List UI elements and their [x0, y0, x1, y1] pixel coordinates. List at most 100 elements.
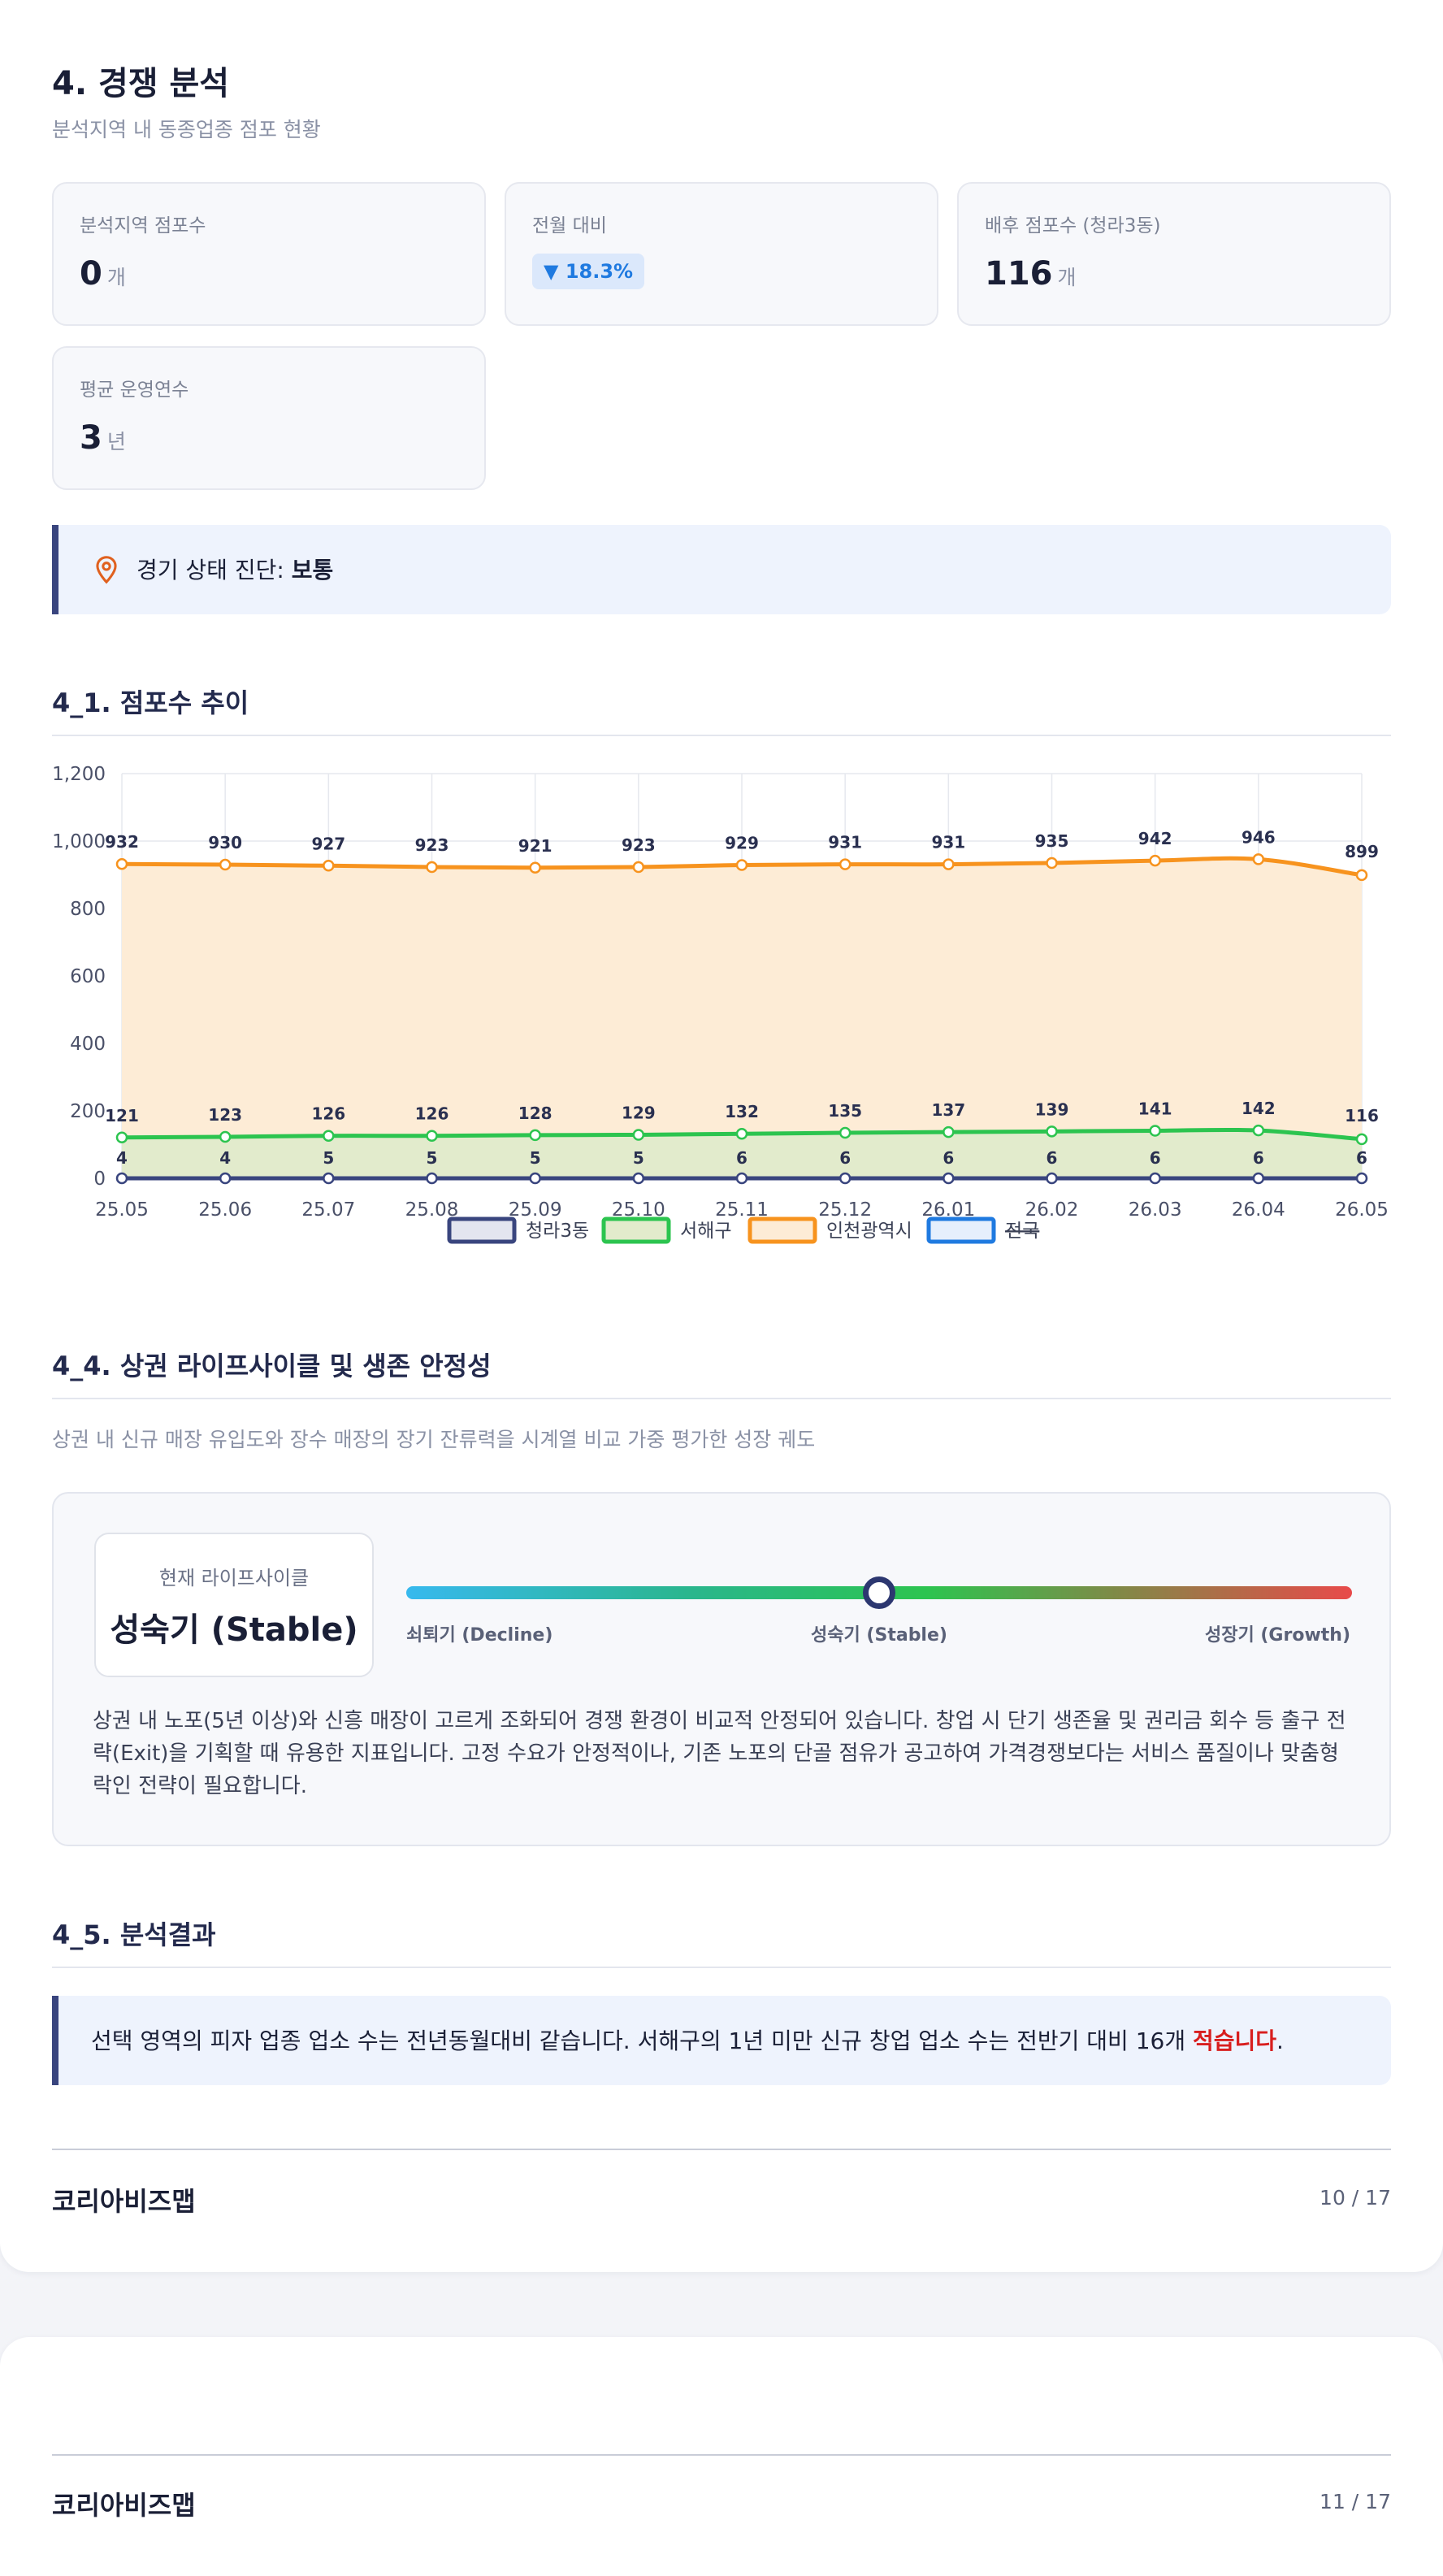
data-label: 123: [208, 1105, 242, 1125]
result-section-title: 4_5. 분석결과: [52, 1919, 216, 1950]
card-background-stores-unit: 개: [1057, 266, 1077, 289]
lifecycle-description: 상권 내 노포(5년 이상)와 신흥 매장이 고르게 조화되어 경쟁 환경이 비…: [93, 1709, 1346, 1798]
y-tick-label: 800: [70, 899, 106, 920]
card-avg-years-unit: 년: [106, 430, 126, 453]
data-point: [942, 858, 955, 870]
y-tick-label: 400: [70, 1034, 106, 1055]
x-tick-label: 25.08: [405, 1199, 459, 1221]
x-tick-label: 25.12: [818, 1199, 872, 1221]
data-label: 5: [427, 1148, 438, 1168]
card-background-stores: 배후 점포수 (청라3동) 116 개: [957, 182, 1391, 326]
data-label: 137: [931, 1100, 965, 1120]
data-label: 4: [219, 1148, 231, 1168]
data-point: [115, 1172, 128, 1185]
data-point: [1252, 1172, 1265, 1185]
diagnosis-label: 경기 상태 진단:: [136, 557, 292, 583]
y-tick-label: 1,000: [52, 831, 106, 852]
data-label: 942: [1138, 829, 1172, 848]
current-lifecycle-card: 현재 라이프사이클 성숙기 (Stable): [94, 1533, 374, 1677]
data-label: 932: [105, 832, 139, 852]
stage-label-decline: 쇠퇴기 (Decline): [406, 1625, 553, 1646]
data-point: [426, 1130, 438, 1142]
x-tick-label: 25.07: [301, 1199, 355, 1221]
data-point: [529, 1172, 541, 1185]
data-label: 128: [518, 1104, 552, 1123]
data-point: [529, 1129, 541, 1142]
lifecycle-position-marker: [863, 1576, 895, 1609]
data-label: 4: [116, 1148, 128, 1168]
data-point: [942, 1125, 955, 1138]
data-label: 126: [311, 1104, 345, 1124]
y-tick-label: 200: [70, 1101, 106, 1122]
lifecycle-section-title: 4_4. 상권 라이프사이클 및 생존 안정성: [52, 1351, 492, 1381]
section-title: 4. 경쟁 분석: [52, 65, 230, 102]
footer-divider: [52, 2149, 1391, 2150]
data-point: [1046, 856, 1058, 870]
page-number: 10 / 17: [1320, 2186, 1391, 2210]
data-label: 141: [1138, 1099, 1172, 1118]
data-label: 6: [942, 1148, 954, 1168]
data-point: [838, 858, 852, 870]
data-label: 121: [105, 1106, 139, 1125]
data-label: 946: [1242, 827, 1276, 847]
series-area-인천광역시: [122, 858, 1362, 1178]
card-background-stores-value: 116: [985, 255, 1053, 293]
result-highlight: 적습니다: [1193, 2027, 1277, 2054]
current-lifecycle-label: 현재 라이프사이클: [158, 1567, 310, 1589]
data-point: [426, 1172, 438, 1185]
data-point: [942, 1172, 955, 1185]
data-point: [115, 857, 128, 870]
footer-brand: 코리아비즈맵: [52, 2186, 196, 2217]
y-tick-label: 1,200: [52, 764, 106, 785]
divider: [52, 735, 1391, 736]
data-label: 139: [1035, 1099, 1069, 1119]
data-label: 129: [622, 1103, 656, 1122]
card-avg-years-label: 평균 운영연수: [80, 379, 189, 401]
data-point: [1252, 853, 1265, 865]
data-point: [838, 1172, 852, 1185]
data-point: [219, 1172, 232, 1185]
data-label: 6: [839, 1148, 851, 1168]
card-mom-label: 전월 대비: [532, 215, 607, 236]
stage-label-growth: 성장기 (Growth): [1204, 1625, 1350, 1646]
data-point: [1046, 1172, 1058, 1185]
lifecycle-panel: 현재 라이프사이클 성숙기 (Stable) 쇠퇴기 (Decline) 성숙기…: [52, 1492, 1391, 1846]
data-label: 6: [1356, 1148, 1367, 1168]
data-label: 5: [323, 1148, 334, 1168]
data-label: 135: [828, 1101, 862, 1121]
footer-divider: [52, 2454, 1391, 2456]
legend-swatch: [601, 1216, 671, 1244]
data-label: 923: [415, 835, 449, 855]
section-subtitle: 분석지역 내 동종업종 점포 현황: [52, 118, 321, 141]
legend-label: 서해구: [680, 1221, 731, 1242]
result-end: .: [1276, 2027, 1284, 2054]
data-point: [632, 861, 645, 874]
data-label: 899: [1345, 842, 1379, 861]
data-point: [1252, 1124, 1265, 1137]
data-label: 142: [1242, 1099, 1276, 1118]
series-area-서해구: [122, 1130, 1362, 1178]
card-store-count-label: 분석지역 점포수: [80, 215, 206, 236]
x-tick-label: 25.06: [198, 1199, 252, 1221]
diagnosis-callout: 경기 상태 진단: 보통: [52, 525, 1391, 614]
card-background-stores-label: 배후 점포수 (청라3동): [985, 215, 1161, 236]
result-text: 선택 영역의 피자 업종 업소 수는 전년동월대비 같습니다. 서해구의 1년 …: [91, 2027, 1193, 2054]
x-tick-label: 26.03: [1129, 1199, 1182, 1221]
data-label: 923: [622, 835, 656, 855]
data-point: [426, 861, 438, 874]
current-lifecycle-value: 성숙기 (Stable): [110, 1611, 358, 1649]
data-label: 929: [725, 833, 759, 852]
y-tick-label: 600: [70, 966, 106, 987]
store-count-trend-chart: 121 123 126 126 128 129 132 135 137 139 141 142 116 9…: [52, 764, 1389, 1244]
y-tick-label: 0: [93, 1169, 106, 1190]
legend-label: 청라3동: [526, 1221, 589, 1242]
legend-swatch: [447, 1216, 517, 1244]
data-point: [1355, 1172, 1368, 1185]
data-point: [1046, 1125, 1058, 1138]
chart-section-title: 4_1. 점포수 추이: [52, 687, 249, 718]
diagnosis-value: 보통: [291, 557, 334, 583]
data-point: [632, 1172, 645, 1185]
